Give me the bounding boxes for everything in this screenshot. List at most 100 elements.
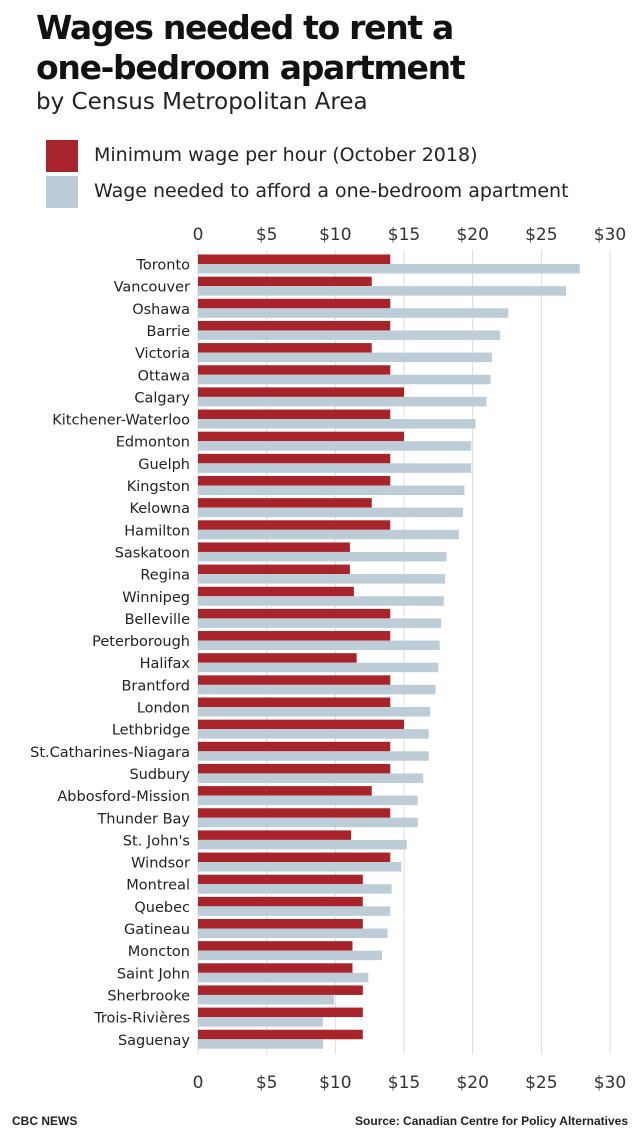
category-label-26: St. John's [123, 833, 190, 849]
category-label-24: Abbosford-Mission [57, 789, 190, 805]
bar-minimum-wage-4 [198, 343, 372, 353]
bar-minimum-wage-23 [198, 763, 391, 774]
bar-needed-wage-5 [198, 374, 491, 385]
bar-needed-wage-11 [198, 507, 464, 518]
bar-needed-wage-2 [198, 308, 509, 318]
x-tick-label-top-0: 0 [193, 225, 204, 245]
x-tick-label-bottom-3: $15 [388, 1073, 420, 1093]
bar-needed-wage-28 [198, 884, 392, 894]
bar-minimum-wage-29 [198, 896, 363, 907]
bar-minimum-wage-35 [198, 1029, 363, 1040]
category-label-29: Quebec [134, 900, 190, 916]
bar-needed-wage-3 [198, 330, 501, 340]
category-label-13: Saskatoon [115, 545, 190, 561]
bar-needed-wage-22 [198, 751, 429, 761]
bar-minimum-wage-22 [198, 741, 391, 752]
bar-needed-wage-13 [198, 551, 447, 562]
category-label-18: Halifax [140, 656, 191, 672]
category-label-11: Kelowna [129, 501, 190, 517]
footer-source: Source: Canadian Centre for Policy Alter… [355, 1114, 628, 1128]
bar-chart: 0 0 $5 $5 $10 $10 $15 $15 $20 $20 $25 $25 $30 $30 Toro… [30, 225, 626, 1093]
bar-minimum-wage-1 [198, 276, 372, 287]
category-label-21: Lethbridge [112, 723, 190, 739]
category-label-23: Sudbury [129, 767, 190, 783]
category-label-1: Vancouver [114, 280, 190, 296]
bar-needed-wage-29 [198, 906, 391, 916]
bar-minimum-wage-6 [198, 387, 404, 397]
category-label-16: Belleville [125, 612, 191, 628]
bar-needed-wage-34 [198, 1017, 323, 1027]
bar-needed-wage-12 [198, 529, 459, 540]
legend-swatch-needed-wage [46, 176, 78, 208]
category-label-22: St.Catharines-Niagara [30, 745, 190, 761]
bar-needed-wage-24 [198, 795, 418, 806]
bar-needed-wage-1 [198, 286, 567, 296]
bar-minimum-wage-16 [198, 608, 391, 619]
bar-needed-wage-4 [198, 352, 492, 363]
category-label-17: Peterborough [92, 634, 190, 650]
bar-needed-wage-32 [198, 972, 369, 983]
category-label-9: Guelph [138, 457, 190, 473]
bar-needed-wage-33 [198, 994, 334, 1005]
bar-needed-wage-20 [198, 707, 431, 717]
category-label-27: Windsor [131, 856, 190, 872]
bar-needed-wage-25 [198, 817, 418, 828]
bar-minimum-wage-12 [198, 520, 391, 530]
bar-needed-wage-26 [198, 839, 407, 850]
title-line-2: one-bedroom apartment [36, 48, 466, 87]
bar-minimum-wage-32 [198, 963, 353, 973]
category-label-25: Thunder Bay [96, 811, 190, 827]
bar-needed-wage-18 [198, 662, 439, 673]
category-label-33: Sherbrooke [107, 988, 190, 1004]
category-label-35: Saguenay [118, 1033, 190, 1049]
bar-minimum-wage-0 [198, 254, 391, 264]
bar-minimum-wage-19 [198, 675, 391, 685]
category-label-34: Trois-Rivières [93, 1011, 190, 1027]
bar-minimum-wage-18 [198, 653, 357, 663]
category-label-19: Brantford [121, 678, 190, 694]
category-label-20: London [137, 701, 190, 717]
x-tick-label-bottom-0: 0 [193, 1073, 204, 1093]
bar-needed-wage-15 [198, 596, 444, 606]
bar-minimum-wage-8 [198, 431, 404, 442]
bar-minimum-wage-13 [198, 542, 350, 552]
bar-needed-wage-7 [198, 419, 476, 429]
bar-minimum-wage-15 [198, 586, 354, 597]
bar-minimum-wage-31 [198, 941, 353, 951]
bar-minimum-wage-24 [198, 786, 372, 796]
x-tick-label-bottom-4: $20 [456, 1073, 488, 1093]
bar-minimum-wage-34 [198, 1007, 363, 1018]
x-tick-label-bottom-1: $5 [256, 1073, 278, 1093]
bar-needed-wage-9 [198, 463, 472, 473]
bar-minimum-wage-17 [198, 631, 391, 641]
x-tick-label-bottom-5: $25 [525, 1073, 557, 1093]
category-label-15: Winnipeg [122, 590, 190, 606]
category-label-12: Hamilton [124, 523, 190, 539]
category-label-4: Victoria [135, 346, 190, 362]
category-label-32: Saint John [117, 966, 190, 982]
x-tick-label-bottom-6: $30 [594, 1073, 626, 1093]
bar-needed-wage-10 [198, 485, 465, 495]
category-label-28: Montreal [126, 878, 190, 894]
chart-title: Wages needed to rent a one-bedroom apart… [36, 8, 626, 88]
x-tick-label-top-3: $15 [388, 225, 420, 245]
category-label-10: Kingston [127, 479, 190, 495]
category-label-30: Gatineau [124, 922, 190, 938]
bar-minimum-wage-25 [198, 808, 391, 818]
bar-minimum-wage-7 [198, 409, 391, 420]
x-tick-label-bottom-2: $10 [319, 1073, 351, 1093]
category-label-6: Calgary [134, 390, 190, 406]
category-label-2: Oshawa [132, 302, 190, 318]
bar-needed-wage-6 [198, 396, 487, 407]
category-label-0: Toronto [135, 258, 190, 274]
legend-label-needed-wage: Wage needed to afford a one-bedroom apar… [94, 180, 569, 202]
x-tick-label-top-1: $5 [256, 225, 278, 245]
bar-needed-wage-23 [198, 773, 424, 783]
x-tick-label-top-2: $10 [319, 225, 351, 245]
bar-minimum-wage-2 [198, 298, 391, 309]
x-tick-label-top-4: $20 [456, 225, 488, 245]
bar-minimum-wage-9 [198, 453, 391, 464]
bar-minimum-wage-30 [198, 919, 363, 929]
bar-minimum-wage-28 [198, 874, 363, 885]
bar-minimum-wage-27 [198, 852, 391, 863]
